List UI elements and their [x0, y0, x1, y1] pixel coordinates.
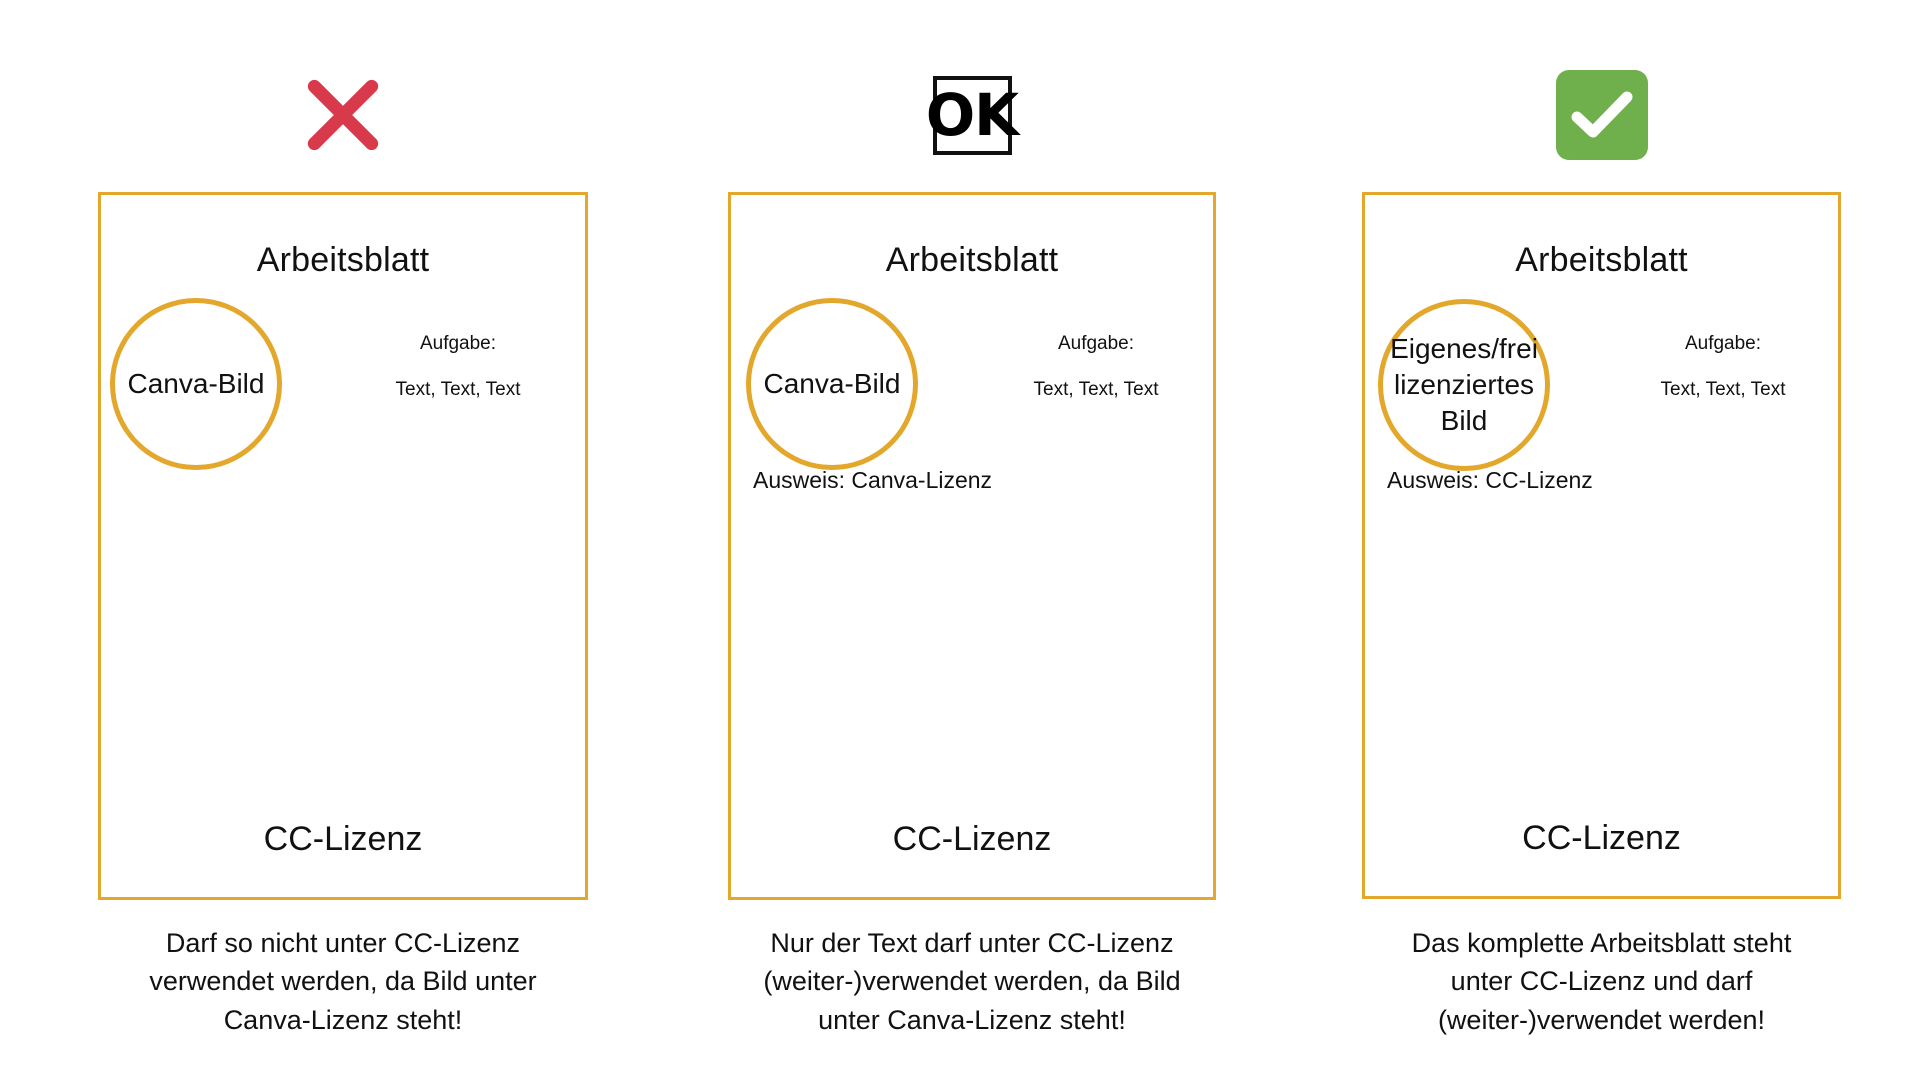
column-caption-2: Nur der Text darf unter CC-Lizenz (weite… [722, 924, 1222, 1039]
image-placeholder-label: Eigenes/frei lizenziertes Bild [1390, 333, 1538, 436]
green-check-icon [1555, 70, 1648, 160]
worksheet-licence: CC-Lizenz [892, 820, 1052, 858]
column-not-allowed: Arbeitsblatt Canva-Bild Aufgabe: Text, T… [98, 0, 588, 1080]
ok-box-icon: OK [926, 75, 1019, 155]
column-partially-allowed: OK Arbeitsblatt Canva-Bild Aufgabe: Text… [728, 0, 1216, 1080]
worksheet-title: Arbeitsblatt [885, 241, 1059, 279]
task-block: Aufgabe: Text, Text, Text [343, 333, 573, 401]
caption-line: Das komplette Arbeitsblatt steht [1411, 928, 1792, 958]
worksheet-card-2: Arbeitsblatt Canva-Bild Aufgabe: Text, T… [728, 192, 1216, 900]
task-block: Aufgabe: Text, Text, Text [981, 333, 1211, 401]
caption-line: Nur der Text darf unter CC-Lizenz [770, 928, 1174, 958]
caption-line: unter Canva-Lizenz steht! [818, 1004, 1126, 1035]
task-block: Aufgabe: Text, Text, Text [1608, 333, 1838, 401]
worksheet-title: Arbeitsblatt [1515, 241, 1688, 279]
ok-box-label: OK [925, 81, 1019, 149]
caption-line: (weiter-)verwendet werden! [1437, 1004, 1766, 1035]
caption-line: Darf so nicht unter CC-Lizenz [165, 928, 521, 958]
task-heading: Aufgabe: [1057, 333, 1135, 354]
worksheet-title: Arbeitsblatt [256, 241, 430, 279]
image-credential: Ausweis: CC-Lizenz [1387, 467, 1593, 493]
image-placeholder-circle: Canva-Bild [110, 298, 282, 470]
red-cross-icon [303, 76, 383, 154]
caption-line: unter CC-Lizenz und darf [1450, 966, 1753, 997]
task-heading: Aufgabe: [1684, 333, 1762, 354]
task-body: Text, Text, Text [1660, 379, 1786, 400]
worksheet-card-3: Arbeitsblatt Eigenes/frei lizenziertes B… [1362, 192, 1841, 899]
column-caption-1: Darf so nicht unter CC-Lizenz verwendet … [92, 924, 594, 1039]
image-placeholder-circle: Canva-Bild [746, 298, 918, 470]
task-body: Text, Text, Text [1033, 379, 1159, 400]
status-icon-slot-3 [1362, 60, 1841, 170]
caption-line: (weiter-)verwendet werden, da Bild [763, 966, 1181, 997]
status-icon-slot-2: OK [728, 60, 1216, 170]
column-fully-allowed: Arbeitsblatt Eigenes/frei lizenziertes B… [1362, 0, 1841, 1080]
task-heading: Aufgabe: [419, 333, 497, 354]
worksheet-licence: CC-Lizenz [263, 820, 423, 858]
status-icon-slot-1 [98, 60, 588, 170]
column-caption-3: Das komplette Arbeitsblatt steht unter C… [1356, 924, 1847, 1039]
task-body: Text, Text, Text [395, 379, 521, 400]
image-credential: Ausweis: Canva-Lizenz [753, 467, 993, 493]
caption-line: verwendet werden, da Bild unter [149, 966, 537, 997]
image-placeholder-label: Canva-Bild [763, 368, 901, 400]
image-placeholder-label: Canva-Bild [127, 368, 265, 400]
image-placeholder-circle: Eigenes/frei lizenziertes Bild [1378, 299, 1550, 471]
caption-line: Canva-Lizenz steht! [223, 1004, 463, 1035]
worksheet-card-1: Arbeitsblatt Canva-Bild Aufgabe: Text, T… [98, 192, 588, 900]
worksheet-licence: CC-Lizenz [1522, 819, 1681, 857]
